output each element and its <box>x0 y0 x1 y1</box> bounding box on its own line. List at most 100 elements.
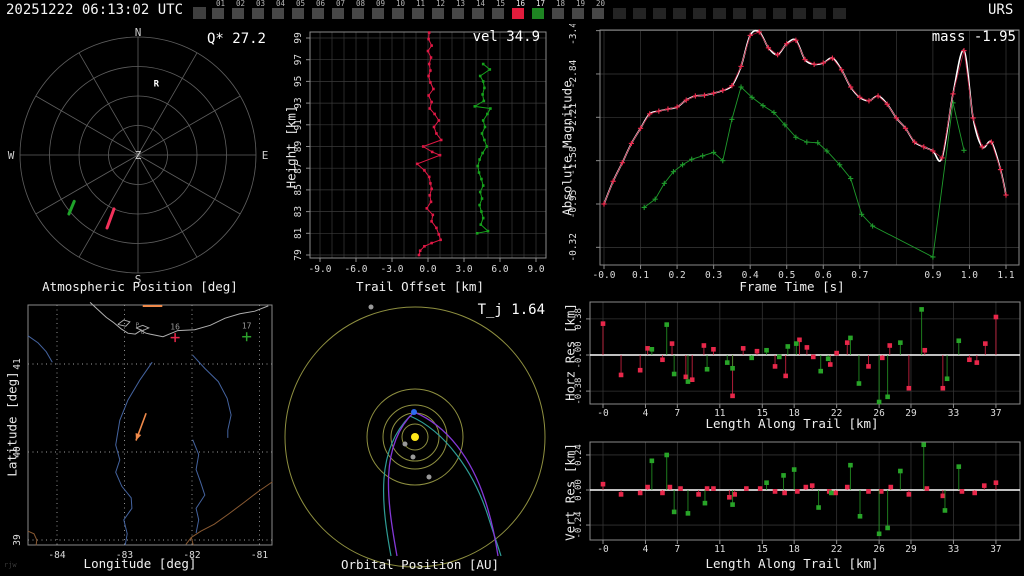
utc-timestamp: 20251222 06:13:02 UTC <box>6 2 184 18</box>
svg-text:1.0: 1.0 <box>961 270 978 281</box>
svg-text:83: 83 <box>293 206 304 217</box>
svg-text:11: 11 <box>714 408 726 419</box>
station-box-17[interactable] <box>532 8 544 19</box>
station-box-inactive[interactable] <box>713 8 726 19</box>
atmospheric-position-panel: N S W E Z R <box>0 24 280 300</box>
station-box-11[interactable] <box>412 8 424 19</box>
svg-text:P: P <box>135 321 139 329</box>
station-box-12[interactable] <box>432 8 444 19</box>
station-box-15[interactable] <box>492 8 504 19</box>
station-box-05[interactable] <box>292 8 304 19</box>
station-box-20[interactable] <box>592 8 604 19</box>
svg-text:26: 26 <box>873 408 885 419</box>
svg-text:-1.58: -1.58 <box>568 146 579 175</box>
station-box-16[interactable] <box>512 8 524 19</box>
station-box-09[interactable] <box>372 8 384 19</box>
station-box-03[interactable] <box>252 8 264 19</box>
station-number-05: 05 <box>296 0 306 8</box>
station-box-06[interactable] <box>312 8 324 19</box>
station-box-04[interactable] <box>272 8 284 19</box>
station-box-inactive[interactable] <box>613 8 626 19</box>
station-box-18[interactable] <box>552 8 564 19</box>
svg-text:93: 93 <box>293 97 304 108</box>
station-box-02[interactable] <box>232 8 244 19</box>
svg-text:0.0: 0.0 <box>419 264 436 275</box>
station-number-11: 11 <box>416 0 426 8</box>
svg-text:-9.0: -9.0 <box>309 264 332 275</box>
station-box-inactive[interactable] <box>733 8 746 19</box>
svg-text:0.3: 0.3 <box>705 270 722 281</box>
station-number-19: 19 <box>576 0 586 8</box>
station-box-13[interactable] <box>452 8 464 19</box>
svg-text:-82: -82 <box>183 550 200 561</box>
svg-text:15: 15 <box>757 408 768 419</box>
station-box-01[interactable] <box>212 8 224 19</box>
svg-text:37: 37 <box>990 408 1001 419</box>
station-box-inactive[interactable] <box>693 8 706 19</box>
svg-text:0.38: 0.38 <box>574 308 584 330</box>
svg-text:11: 11 <box>714 544 726 555</box>
station-box-08[interactable] <box>352 8 364 19</box>
svg-text:-81: -81 <box>251 550 268 561</box>
orbit-panel <box>280 300 560 576</box>
station-number-01: 01 <box>216 0 226 8</box>
svg-text:95: 95 <box>293 76 304 87</box>
trail-offset-plot: -9.0 -6.0 -3.0 0.0 3.0 6.0 9.0 79 81 83 85 87 89 91 93… <box>293 31 547 275</box>
station-box-inactive[interactable] <box>813 8 826 19</box>
svg-text:7: 7 <box>674 544 680 555</box>
magnitude-axis-label: Absolute Magnitude <box>559 80 575 216</box>
svg-text:4: 4 <box>643 408 649 419</box>
station-box-14[interactable] <box>472 8 484 19</box>
station-number-16: 16 <box>516 0 526 8</box>
svg-text:7: 7 <box>674 408 680 419</box>
station-box-10[interactable] <box>392 8 404 19</box>
station-box-19[interactable] <box>572 8 584 19</box>
svg-text:81: 81 <box>293 227 304 239</box>
trail-offset-panel: -9.0 -6.0 -3.0 0.0 3.0 6.0 9.0 79 81 83 85 87 89 91 93… <box>280 24 560 300</box>
svg-text:40: 40 <box>12 446 23 458</box>
station-number-17: 17 <box>536 0 546 8</box>
svg-text:22: 22 <box>831 408 842 419</box>
svg-text:99: 99 <box>293 32 304 44</box>
svg-text:41: 41 <box>12 358 23 370</box>
svg-text:-0: -0 <box>597 408 609 419</box>
station-box-lead[interactable] <box>193 7 206 19</box>
svg-text:-83: -83 <box>116 550 133 561</box>
station-box-inactive[interactable] <box>653 8 666 19</box>
station-strip: 01 02 03 04 05 06 07 08 09 10 11 12 13 14 15 16 17 18 19 20 <box>0 0 1024 22</box>
svg-text:-0.0: -0.0 <box>593 270 616 281</box>
station-box-inactive[interactable] <box>633 8 646 19</box>
station-number-03: 03 <box>256 0 266 8</box>
station-number-09: 09 <box>376 0 386 8</box>
station-box-inactive[interactable] <box>753 8 766 19</box>
svg-text:85: 85 <box>293 184 304 195</box>
station-number-10: 10 <box>396 0 406 8</box>
svg-text:33: 33 <box>948 408 959 419</box>
svg-text:79: 79 <box>293 249 304 261</box>
station-box-inactive[interactable] <box>833 8 846 19</box>
orbital-position-plot <box>284 304 546 568</box>
svg-text:-0.00: -0.00 <box>574 341 584 368</box>
svg-text:87: 87 <box>293 162 304 173</box>
station-box-inactive[interactable] <box>793 8 806 19</box>
svg-text:17: 17 <box>242 322 252 331</box>
station-box-inactive[interactable] <box>773 8 786 19</box>
station-number-20: 20 <box>596 0 606 8</box>
svg-text:37: 37 <box>990 544 1001 555</box>
svg-text:9.0: 9.0 <box>527 264 544 275</box>
station-box-inactive[interactable] <box>673 8 686 19</box>
svg-text:E: E <box>262 149 269 162</box>
height-axis-label: Height [km] <box>283 105 299 189</box>
svg-text:4: 4 <box>643 544 649 555</box>
watermark-text: rjw <box>4 561 17 569</box>
svg-text:89: 89 <box>293 141 304 153</box>
svg-text:-0.38: -0.38 <box>574 378 584 405</box>
frame-time-title: Frame Time [s] <box>739 279 845 294</box>
station-number-08: 08 <box>356 0 366 8</box>
sky-polar-plot: N S W E Z R <box>8 26 269 286</box>
station-box-07[interactable] <box>332 8 344 19</box>
svg-text:-0: -0 <box>597 544 609 555</box>
svg-text:0.2: 0.2 <box>669 270 686 281</box>
svg-text:S: S <box>135 273 142 286</box>
